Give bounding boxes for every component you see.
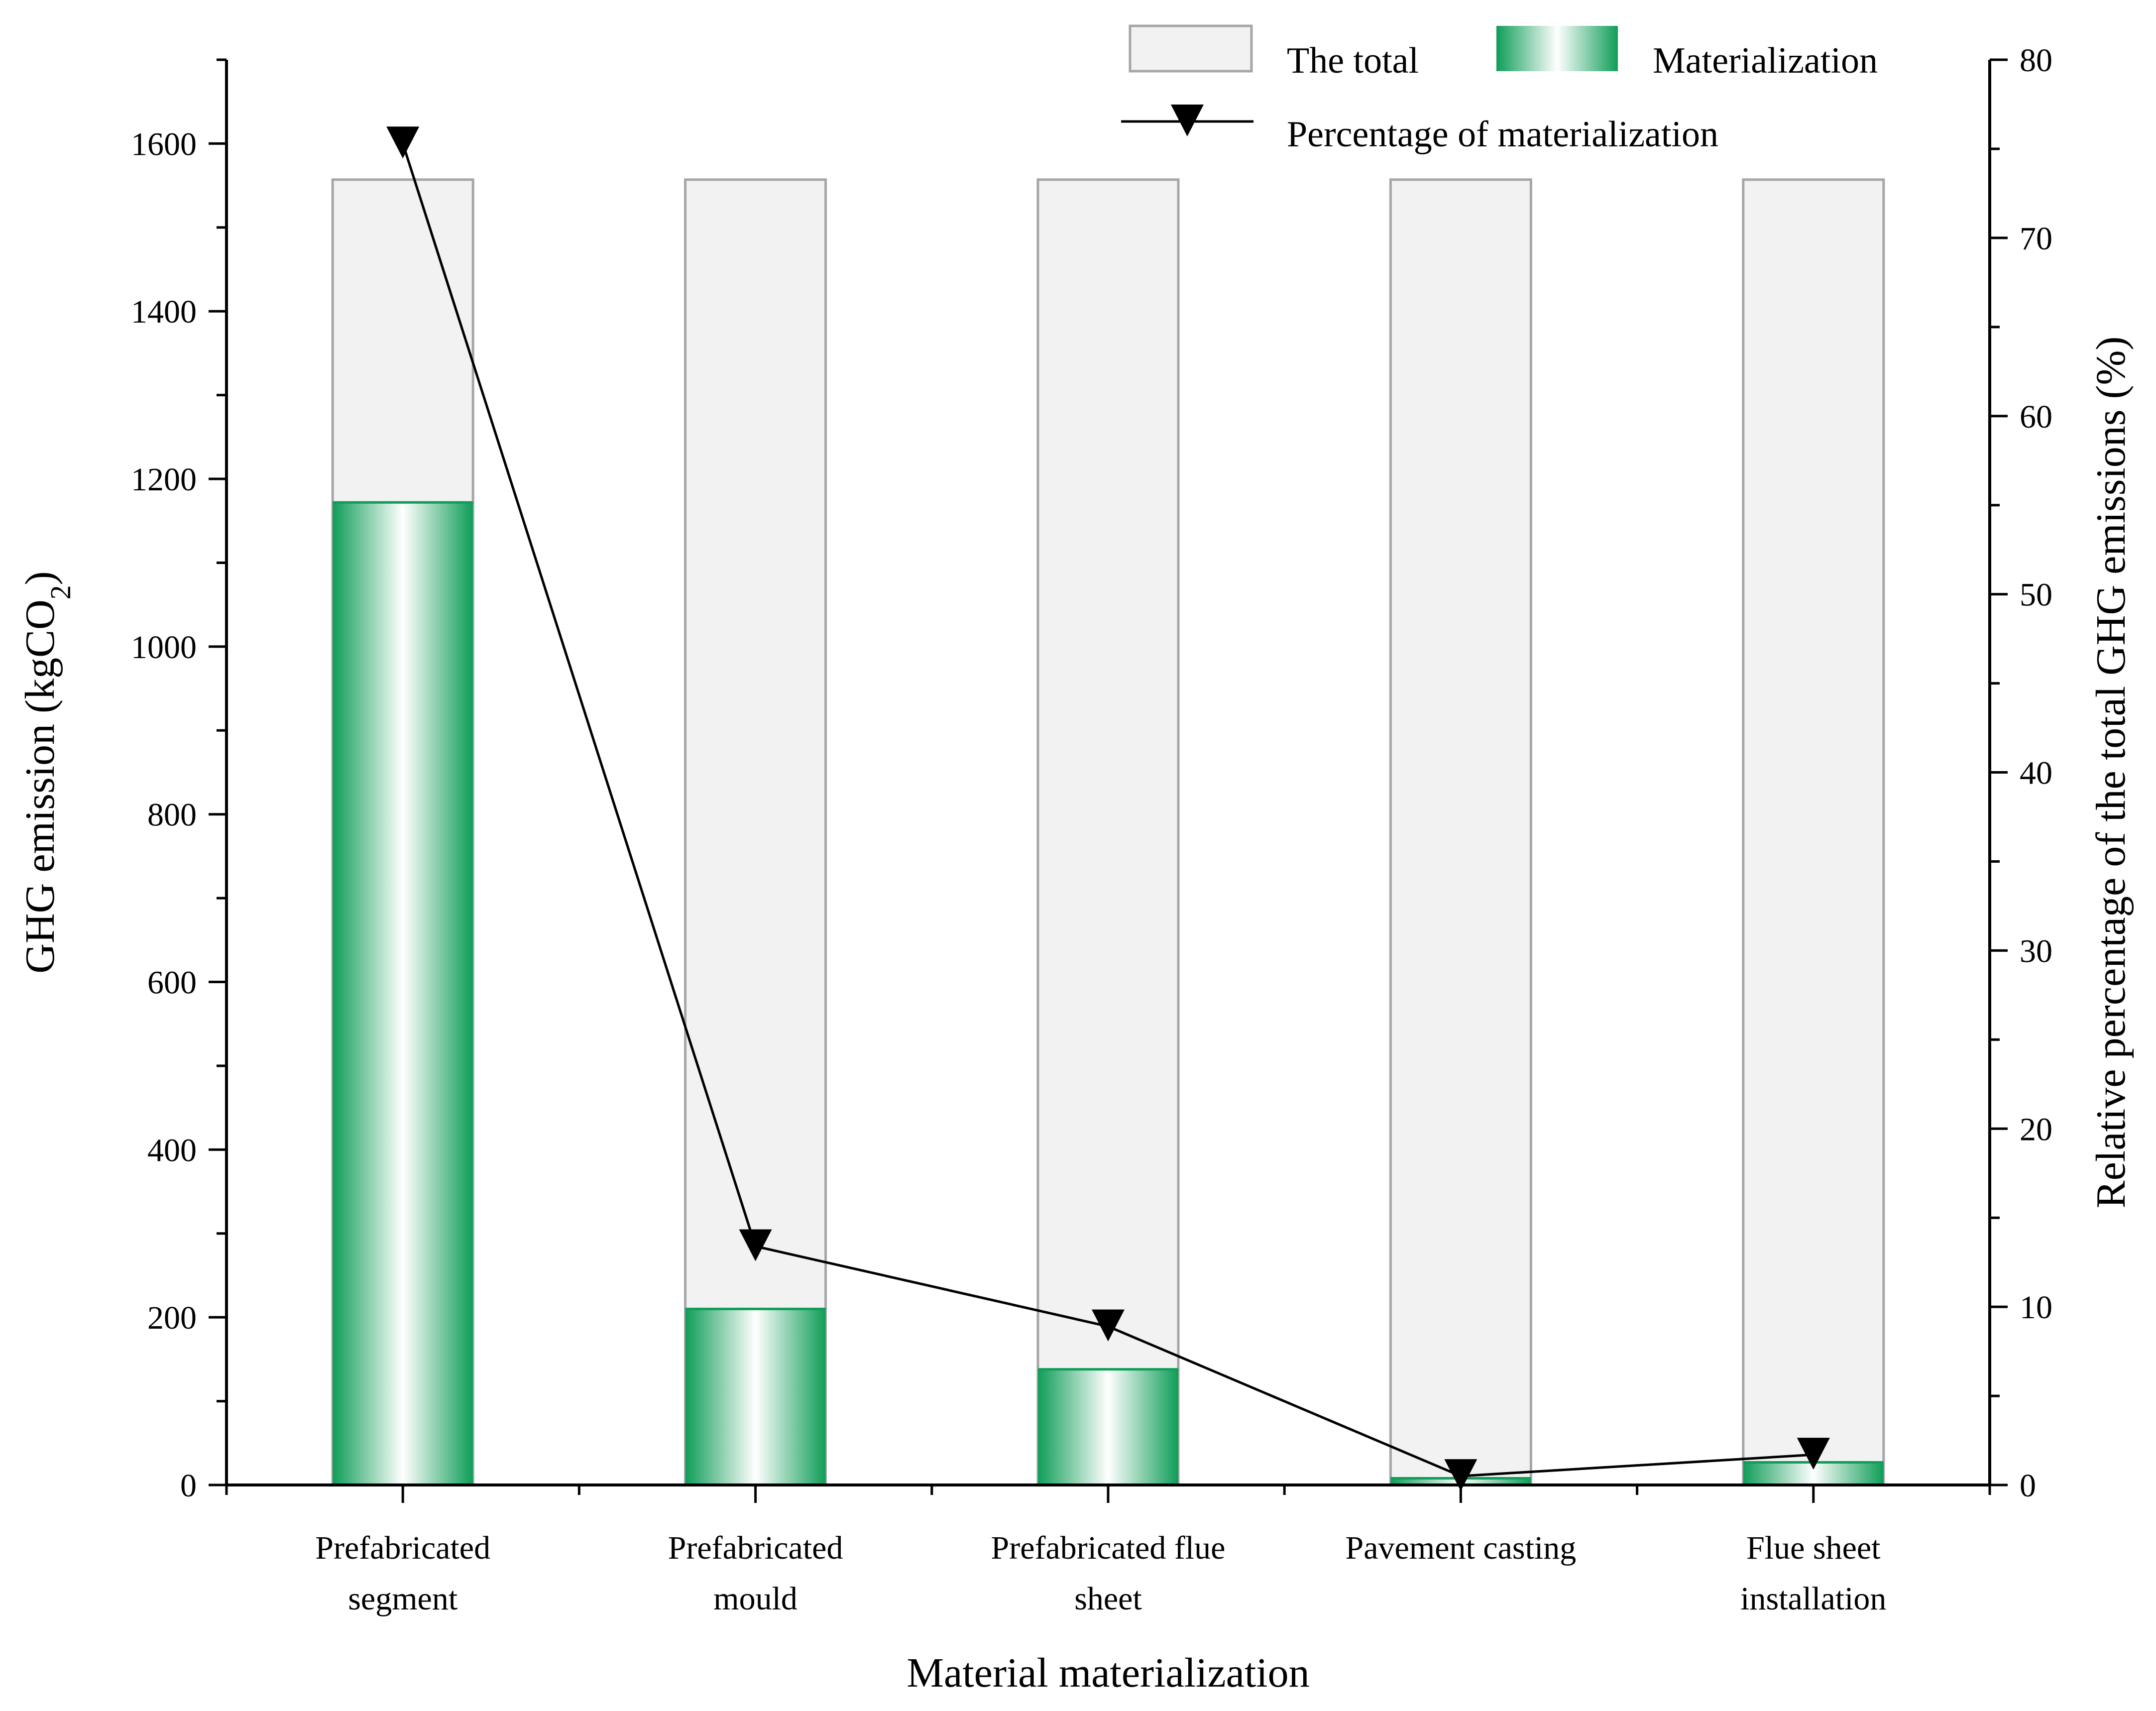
y2-tick-label: 50 [2020, 577, 2052, 613]
bar-total-4 [1389, 178, 1532, 1486]
y-tick-label: 1600 [131, 126, 197, 162]
y2-tick-label: 60 [2020, 399, 2052, 435]
y-axis-title: GHG emission (kgCO2) [17, 571, 77, 973]
percentage-marker-5 [1797, 1438, 1830, 1470]
bar-total-5 [1742, 178, 1885, 1486]
y2-tick-label: 10 [2020, 1289, 2052, 1326]
legend-swatch-materialization [1496, 26, 1618, 71]
y2-axis-title: Relative percentage of the total GHG emi… [2088, 337, 2134, 1209]
axis-titles: Material materialization GHG emission (kg… [17, 337, 2134, 1696]
x-tick-label: Prefabricated segment [315, 1530, 490, 1617]
bar-materialization-1 [333, 502, 473, 1485]
y-tick-label: 0 [180, 1468, 197, 1504]
legend-label-total: The total [1287, 40, 1419, 81]
bar-total-2 [684, 178, 827, 1486]
y-tick-label: 200 [147, 1300, 197, 1336]
y2-tick-label: 70 [2020, 221, 2052, 257]
y2-tick-label: 40 [2020, 755, 2052, 792]
legend: The total Materialization Percentage of ma… [1121, 24, 1878, 155]
y2-tick-label: 30 [2020, 933, 2052, 969]
bar-materialization-2 [685, 1309, 826, 1485]
percentage-marker-1 [386, 126, 420, 159]
y-tick-label: 1400 [131, 294, 197, 330]
axes-layer: 0 200 400 600 800 1000 1200 1400 1600 0 10 20 30 40 50… [131, 42, 2052, 1617]
bar-materialization-3 [1038, 1369, 1178, 1485]
x-tick-label: Prefabricated flue sheet [991, 1530, 1226, 1617]
y-tick-label: 600 [147, 965, 197, 1001]
x-tick-label: Pavement casting [1346, 1530, 1577, 1566]
percentage-marker-2 [739, 1229, 772, 1261]
y-tick-label: 1200 [131, 461, 197, 498]
y2-tick-label: 0 [2020, 1468, 2036, 1504]
percentage-marker-3 [1092, 1309, 1125, 1342]
y-tick-label: 400 [147, 1132, 197, 1168]
x-axis-title: Material materialization [907, 1650, 1309, 1696]
legend-label-materialization: Materialization [1653, 40, 1878, 81]
line-layer [386, 126, 1830, 1491]
legend-marker-triangle [1171, 105, 1204, 136]
y-tick-label: 800 [147, 797, 197, 833]
percentage-marker-4 [1444, 1459, 1477, 1491]
legend-label-percentage: Percentage of materialization [1287, 114, 1718, 155]
x-tick-label: Prefabricated mould [668, 1530, 843, 1617]
bars-layer [331, 178, 1885, 1486]
y-tick-label: 1000 [131, 629, 197, 666]
y2-tick-label: 20 [2020, 1111, 2052, 1147]
y2-tick-label: 80 [2020, 42, 2052, 79]
bar-total-3 [1036, 178, 1180, 1486]
x-tick-label: Flue sheet installation [1740, 1530, 1886, 1617]
legend-swatch-total [1129, 24, 1253, 73]
